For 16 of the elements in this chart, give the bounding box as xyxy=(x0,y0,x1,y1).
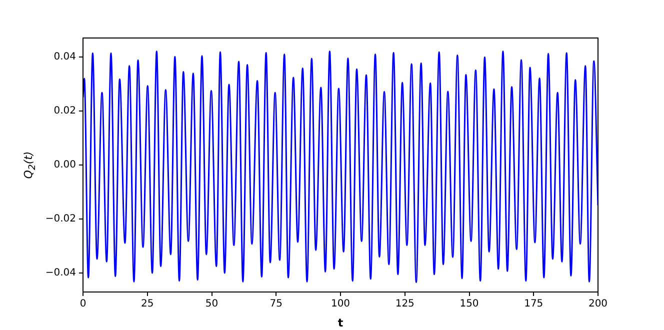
y-tick-label: 0.04 xyxy=(54,52,76,63)
x-tick-label: 100 xyxy=(330,298,350,310)
x-tick-label: 75 xyxy=(270,298,282,310)
x-tick-label: 50 xyxy=(205,298,218,310)
y-tick-label: −0.04 xyxy=(45,268,76,279)
line-series xyxy=(83,50,598,284)
y-tick-label: 0.02 xyxy=(54,106,76,117)
x-axis-title: t xyxy=(338,316,344,330)
y-tick-label: 0.00 xyxy=(54,160,76,171)
x-tick-label: 0 xyxy=(80,298,86,310)
x-tick-label: 125 xyxy=(395,298,414,310)
y-tick-label: −0.02 xyxy=(45,214,76,225)
x-tick-label: 200 xyxy=(588,298,608,310)
x-tick-label: 150 xyxy=(460,298,479,310)
x-tick-label: 25 xyxy=(141,298,154,310)
x-tick-label: 175 xyxy=(524,298,544,310)
